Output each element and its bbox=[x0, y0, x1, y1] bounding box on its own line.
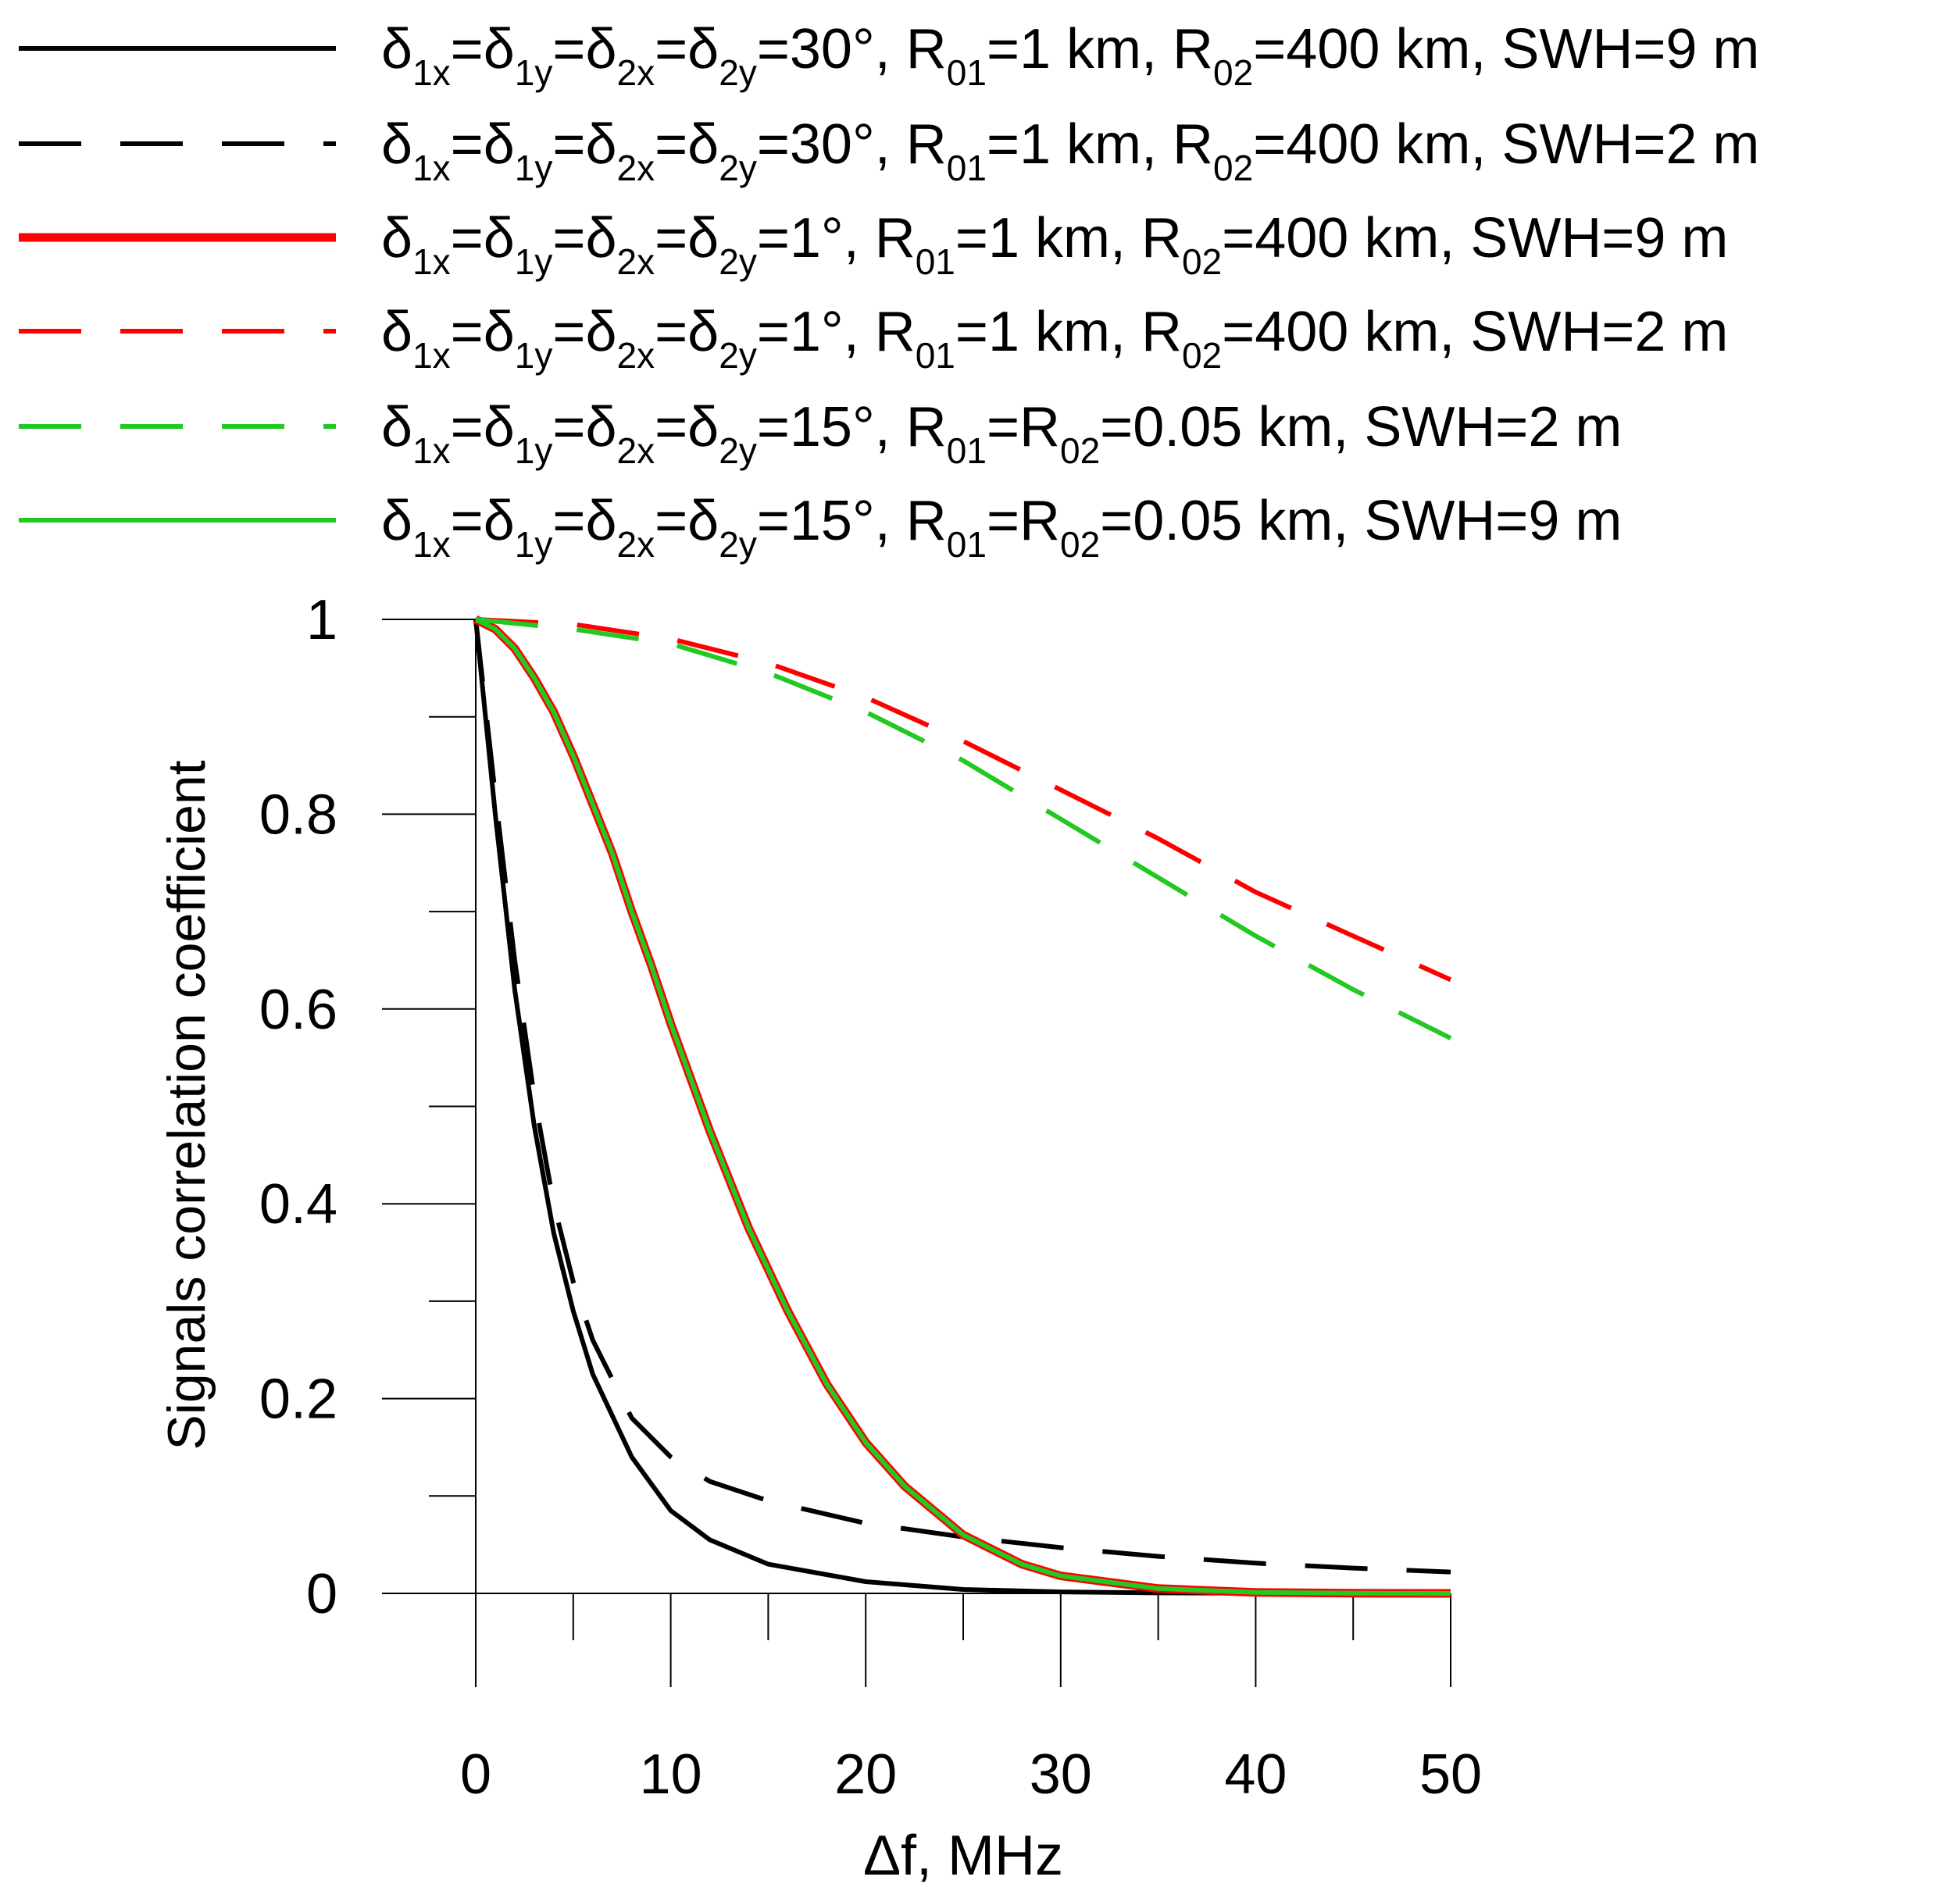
legend-item-3: δ1x=δ1y=δ2x=δ2y=1°, R01=1 km, R02=400 km… bbox=[19, 207, 1728, 282]
axes: 0 10 20 30 40 50 0 0.2 0.4 0.6 0.8 1 bbox=[259, 589, 1482, 1806]
legend-item-5: δ1x=δ1y=δ2x=δ2y=15°, R01=R02=0.05 km, SW… bbox=[19, 396, 1622, 471]
series-line-3 bbox=[473, 615, 1451, 1598]
y-tick-label: 0.2 bbox=[259, 1368, 337, 1431]
series-line-5 bbox=[475, 617, 1452, 1040]
legend-label: δ1x=δ1y=δ2x=δ2y=1°, R01=1 km, R02=400 km… bbox=[381, 207, 1728, 282]
series-line-2 bbox=[473, 619, 1451, 1575]
y-axis-title: Signals correlation coefficient bbox=[157, 760, 216, 1450]
y-tick-label: 0.6 bbox=[259, 979, 337, 1041]
x-axis-title: Δf, MHz bbox=[863, 1825, 1063, 1887]
y-tick-label: 0.4 bbox=[259, 1173, 337, 1236]
x-tick-label: 20 bbox=[834, 1743, 897, 1806]
legend: δ1x=δ1y=δ2x=δ2y=30°, R01=1 km, R02=400 k… bbox=[19, 18, 1759, 565]
legend-label: δ1x=δ1y=δ2x=δ2y=30°, R01=1 km, R02=400 k… bbox=[381, 18, 1759, 93]
legend-label: δ1x=δ1y=δ2x=δ2y=30°, R01=1 km, R02=400 k… bbox=[381, 113, 1759, 188]
x-tick-label: 0 bbox=[460, 1743, 491, 1806]
legend-label: δ1x=δ1y=δ2x=δ2y=1°, R01=1 km, R02=400 km… bbox=[381, 301, 1728, 376]
y-ticks: 0 0.2 0.4 0.6 0.8 1 bbox=[259, 589, 476, 1625]
series-line-1 bbox=[473, 619, 1451, 1596]
legend-label: δ1x=δ1y=δ2x=δ2y=15°, R01=R02=0.05 km, SW… bbox=[381, 490, 1622, 565]
x-ticks: 0 10 20 30 40 50 bbox=[460, 1593, 1482, 1806]
series-group bbox=[473, 615, 1452, 1598]
y-tick-label: 0.8 bbox=[259, 783, 337, 846]
y-tick-label: 0 bbox=[306, 1563, 337, 1625]
series-line-4 bbox=[475, 617, 1452, 983]
legend-item-4: δ1x=δ1y=δ2x=δ2y=1°, R01=1 km, R02=400 km… bbox=[19, 301, 1728, 376]
x-tick-label: 30 bbox=[1030, 1743, 1092, 1806]
x-tick-label: 50 bbox=[1419, 1743, 1482, 1806]
y-tick-label: 1 bbox=[306, 589, 337, 651]
x-tick-label: 10 bbox=[640, 1743, 702, 1806]
x-tick-label: 40 bbox=[1224, 1743, 1287, 1806]
legend-item-6: δ1x=δ1y=δ2x=δ2y=15°, R01=R02=0.05 km, SW… bbox=[19, 490, 1622, 565]
series-line-6 bbox=[474, 617, 1451, 1596]
legend-item-2: δ1x=δ1y=δ2x=δ2y=30°, R01=1 km, R02=400 k… bbox=[19, 113, 1759, 188]
legend-item-1: δ1x=δ1y=δ2x=δ2y=30°, R01=1 km, R02=400 k… bbox=[19, 18, 1759, 93]
legend-label: δ1x=δ1y=δ2x=δ2y=15°, R01=R02=0.05 km, SW… bbox=[381, 396, 1622, 471]
